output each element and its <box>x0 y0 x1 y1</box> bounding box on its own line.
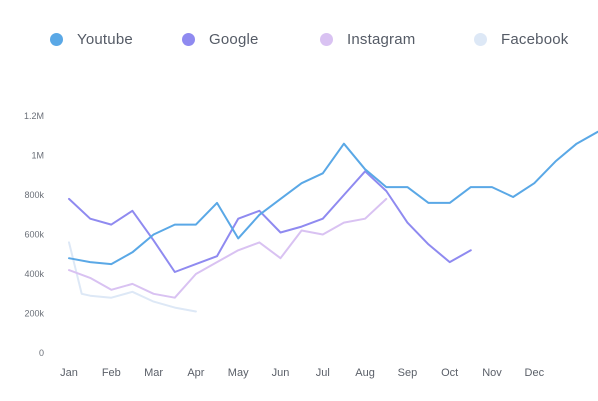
x-tick-label: Oct <box>441 367 458 379</box>
x-tick-label: Sep <box>398 367 418 379</box>
legend-marker-youtube <box>50 32 63 46</box>
y-tick-label: 200k <box>24 309 44 319</box>
legend-label-instagram: Instagram <box>347 30 416 48</box>
x-tick-label: Aug <box>355 367 375 379</box>
x-tick-label: Nov <box>482 367 502 379</box>
y-tick-label: 400k <box>24 269 44 279</box>
series-line-instagram[interactable] <box>68 197 388 299</box>
legend-marker-google <box>182 32 195 46</box>
x-tick-label: Jun <box>272 367 290 379</box>
legend-label-facebook: Facebook <box>501 30 569 48</box>
legend-marker-instagram <box>320 32 333 46</box>
x-tick-label: Apr <box>187 367 204 379</box>
y-tick-label: 800k <box>24 190 44 200</box>
legend-label-youtube: Youtube <box>77 30 133 48</box>
y-tick-label: 600k <box>24 230 44 240</box>
legend-item-instagram[interactable]: Instagram <box>320 28 416 50</box>
legend-item-youtube[interactable]: Youtube <box>50 28 133 50</box>
legend-marker-facebook <box>474 32 487 46</box>
x-tick-label: Jul <box>316 367 330 379</box>
legend-item-facebook[interactable]: Facebook <box>474 28 568 50</box>
x-tick-label: Mar <box>144 367 163 379</box>
y-tick-label: 1.2M <box>24 111 44 121</box>
series-line-facebook[interactable] <box>68 241 197 313</box>
x-tick-label: May <box>228 367 249 379</box>
y-tick-label: 0 <box>39 348 44 358</box>
chart-legend: Youtube Google Instagram Facebook <box>0 0 598 80</box>
series-line-youtube[interactable] <box>68 128 598 266</box>
legend-item-google[interactable]: Google <box>182 28 259 50</box>
x-tick-label: Feb <box>102 367 121 379</box>
legend-label-google: Google <box>209 30 259 48</box>
x-tick-label: Dec <box>525 367 545 379</box>
x-tick-label: Jan <box>60 367 78 379</box>
y-tick-label: 1M <box>31 151 44 161</box>
series-line-google[interactable] <box>68 170 472 273</box>
